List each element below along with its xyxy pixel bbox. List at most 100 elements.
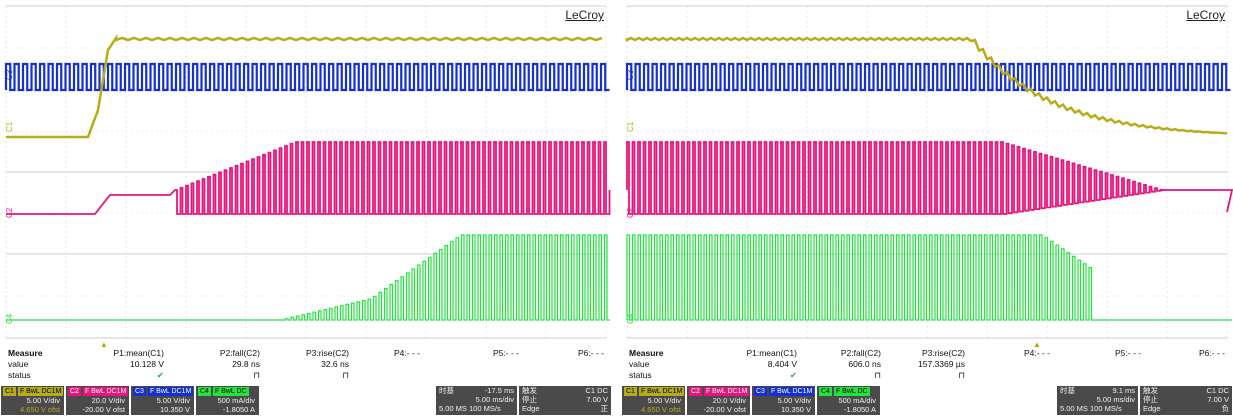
param-name: P2:fall(C2) xyxy=(840,348,881,358)
timebase-label: 时基 xyxy=(1060,386,1075,395)
c2-waveform xyxy=(626,141,1233,215)
c1-flags: F BwL DC1M xyxy=(17,386,64,396)
status-label: status xyxy=(8,370,31,380)
c3-offset: 10.350 V xyxy=(780,405,811,414)
c4-waveform xyxy=(6,234,610,321)
c1-waveform xyxy=(625,36,1228,135)
trigger-source: C1 DC xyxy=(1206,386,1229,395)
brand-logo: LeCroy xyxy=(565,8,604,22)
c3-flags: F BwL DC1M xyxy=(768,386,815,396)
c3-flags: F BwL DC1M xyxy=(147,386,194,396)
c3-marker: C3 xyxy=(626,69,635,80)
c4-tag: C4 xyxy=(198,386,211,396)
trigger-level: 7.00 V xyxy=(1207,395,1229,404)
c1-waveform xyxy=(6,33,603,139)
param-status: ⊓ xyxy=(253,370,260,380)
c1-vdiv: 5.00 V/div xyxy=(26,396,60,405)
c3-waveform xyxy=(4,62,610,92)
param-name: P5:- - - xyxy=(493,348,519,358)
trigger-mode: Edge xyxy=(522,404,540,413)
c3-waveform xyxy=(625,62,1231,92)
timebase-delay: -17.5 ms xyxy=(484,386,514,395)
c3-descriptor[interactable]: C3 F BwL DC1M 5.00 V/div 10.350 V xyxy=(752,386,815,415)
c4-flags: F BwL DC xyxy=(833,386,870,396)
param-name: P6:- - - xyxy=(1199,348,1225,358)
param-value: 606.0 ns xyxy=(848,359,881,369)
trigger-state: 停止 xyxy=(1143,395,1158,404)
param-name: P3:rise(C2) xyxy=(922,348,965,358)
status-label: status xyxy=(629,370,652,380)
measure-title: Measure xyxy=(8,348,43,358)
trigger-level: 7.00 V xyxy=(586,395,608,404)
timebase-descriptor[interactable]: 时基 -17.5 ms 5.00 ms/div 5.00 MS 100 MS/s xyxy=(436,386,517,415)
c4-marker: C4 xyxy=(626,313,635,324)
param-status: ✔ xyxy=(156,370,164,380)
c4-marker: C4 xyxy=(5,313,14,324)
trigger-descriptor[interactable]: 触发 C1 DC 停止 7.00 V Edge 负 xyxy=(1140,386,1232,415)
c4-vdiv: 500 mA/div xyxy=(217,396,255,405)
c1-descriptor[interactable]: C1 F BwL DC1M 5.00 V/div 4.650 V ofst xyxy=(622,386,685,415)
c3-offset: 10.350 V xyxy=(159,405,190,414)
channel-descriptor-bar: C1 F BwL DC1M 5.00 V/div 4.650 V ofst C2 F… xyxy=(0,385,612,416)
c2-descriptor[interactable]: C2 F BwL DC1M 20.0 V/div -20.00 V ofst xyxy=(66,386,129,415)
trigger-descriptor[interactable]: 触发 C1 DC 停止 7.00 V Edge 正 xyxy=(519,386,611,415)
c2-descriptor[interactable]: C2 F BwL DC1M 20.0 V/div -20.00 V ofst xyxy=(687,386,750,415)
c1-marker: C1 xyxy=(626,121,635,132)
c1-offset: 4.650 V ofst xyxy=(19,405,60,414)
c2-waveform xyxy=(6,141,611,215)
trigger-label: 触发 xyxy=(522,386,537,395)
value-label: value xyxy=(8,359,29,369)
param-name: P4:- - - xyxy=(394,348,420,358)
param-name: P2:fall(C2) xyxy=(219,348,260,358)
trigger-state: 停止 xyxy=(522,395,537,404)
c4-descriptor[interactable]: C4 F BwL DC 500 mA/div -1.8050 A xyxy=(196,386,259,415)
param-value: 10.128 V xyxy=(129,359,164,369)
c4-offset: -1.8050 A xyxy=(843,405,876,414)
trigger-source: C1 DC xyxy=(585,386,608,395)
c1-offset: 4.650 V ofst xyxy=(640,405,681,414)
param-name: P3:rise(C2) xyxy=(306,348,349,358)
c3-tag: C3 xyxy=(133,386,146,396)
c1-marker: C1 xyxy=(5,121,14,132)
c2-flags: F BwL DC1M xyxy=(82,386,129,396)
waveform-grid: C3 C1 C2 C4 xyxy=(625,5,1233,339)
param-status: ⊓ xyxy=(958,370,965,380)
param-name: P6:- - - xyxy=(578,348,604,358)
c3-marker: C3 xyxy=(5,69,14,80)
param-status: ⊓ xyxy=(874,370,881,380)
c4-flags: F BwL DC xyxy=(212,386,249,396)
c4-waveform xyxy=(626,234,1232,321)
c2-tag: C2 xyxy=(689,386,702,396)
channel-descriptor-bar: C1 F BwL DC1M 5.00 V/div 4.650 V ofst C2 F… xyxy=(621,385,1233,416)
c4-descriptor[interactable]: C4 F BwL DC 500 mA/div -1.8050 A xyxy=(817,386,880,415)
timebase-delay: 9.1 ms xyxy=(1112,386,1135,395)
timebase-rate: 5.00 MS 100 MS/s xyxy=(1060,404,1122,413)
c2-tag: C2 xyxy=(68,386,81,396)
c2-offset: -20.00 V ofst xyxy=(703,405,746,414)
c3-tag: C3 xyxy=(754,386,767,396)
param-name: P4:- - - xyxy=(1024,348,1050,358)
measure-title: Measure xyxy=(629,348,664,358)
c1-tag: C1 xyxy=(3,386,16,396)
c2-flags: F BwL DC1M xyxy=(703,386,750,396)
measure-table: Measure P1:mean(C1) P2:fall(C2) P3:rise(… xyxy=(0,346,612,390)
trigger-slope: 正 xyxy=(600,404,609,413)
trigger-slope: 负 xyxy=(1221,404,1230,413)
param-value: 157.3369 µs xyxy=(918,359,965,369)
c1-vdiv: 5.00 V/div xyxy=(647,396,681,405)
timebase-descriptor[interactable]: 时基 9.1 ms 5.00 ms/div 5.00 MS 100 MS/s xyxy=(1057,386,1138,415)
value-label: value xyxy=(629,359,650,369)
c3-descriptor[interactable]: C3 F BwL DC1M 5.00 V/div 10.350 V xyxy=(131,386,194,415)
timebase-rate: 5.00 MS 100 MS/s xyxy=(439,404,501,413)
timebase-label: 时基 xyxy=(439,386,454,395)
waveform-grid: C3 C1 C2 C4 xyxy=(4,5,611,339)
timebase-tdiv: 5.00 ms/div xyxy=(1096,395,1135,404)
c2-marker: C2 xyxy=(5,207,14,218)
c2-marker: C2 xyxy=(626,207,635,218)
c1-flags: F BwL DC1M xyxy=(638,386,685,396)
c1-descriptor[interactable]: C1 F BwL DC1M 5.00 V/div 4.650 V ofst xyxy=(1,386,64,415)
scope-screen-right: C3 C1 C2 C4 LeCroy ▲ Measure P1:mean(C1)… xyxy=(621,0,1233,416)
param-status: ⊓ xyxy=(342,370,349,380)
trigger-position-marker: ▲ xyxy=(100,340,108,349)
c3-vdiv: 5.00 V/div xyxy=(777,396,811,405)
